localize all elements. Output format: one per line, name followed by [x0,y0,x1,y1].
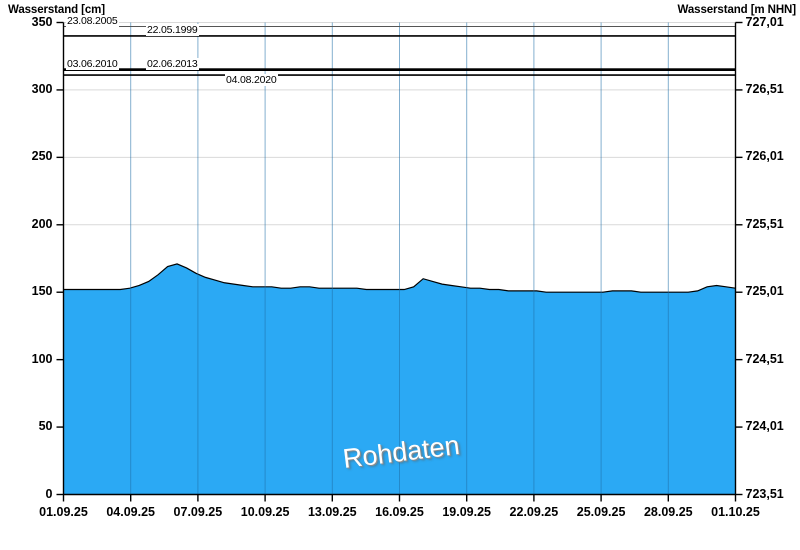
reference-line-label: 03.06.2010 [66,57,119,70]
x-tick-label: 10.09.25 [240,504,290,519]
right-tick-label: 726,51 [745,81,784,96]
reference-line-label: 02.06.2013 [146,57,199,70]
right-axis-title: Wasserstand [m NHN] [677,4,797,16]
left-tick-label: 100 [31,351,53,366]
left-axis-title: Wasserstand [cm] [8,4,106,16]
right-tick-label: 727,01 [745,14,784,29]
right-tick-label: 726,01 [745,149,784,164]
right-tick-label: 724,51 [745,351,784,366]
reference-lines [63,26,736,76]
right-tick-label: 724,01 [745,419,784,434]
x-tick-label: 01.09.25 [39,504,88,519]
right-tick-label: 723,51 [745,486,784,501]
x-tick-label: 01.10.25 [711,504,760,519]
axis-ticks [56,21,743,502]
reference-line-label: 04.08.2020 [225,74,278,87]
left-tick-label: 350 [31,14,53,29]
left-tick-label: 50 [38,419,53,434]
left-tick-label: 250 [31,149,53,164]
left-tick-label: 300 [31,81,53,96]
x-tick-label: 22.09.25 [509,504,559,519]
reference-line-label: 22.05.1999 [146,23,199,36]
x-tick-label: 16.09.25 [375,504,424,519]
left-tick-label: 200 [31,216,53,231]
left-tick-label: 150 [31,284,53,299]
x-tick-label: 13.09.25 [307,504,357,519]
right-tick-label: 725,51 [745,216,784,231]
left-tick-label: 0 [45,486,53,501]
x-tick-label: 04.09.25 [106,504,156,519]
right-tick-label: 725,01 [745,284,784,299]
x-tick-label: 25.09.25 [576,504,626,519]
x-tick-label: 07.09.25 [173,504,223,519]
vertical-gridlines [130,22,669,495]
x-tick-label: 28.09.25 [643,504,693,519]
reference-line-label: 23.08.2005 [66,14,119,27]
x-tick-label: 19.09.25 [442,504,492,519]
